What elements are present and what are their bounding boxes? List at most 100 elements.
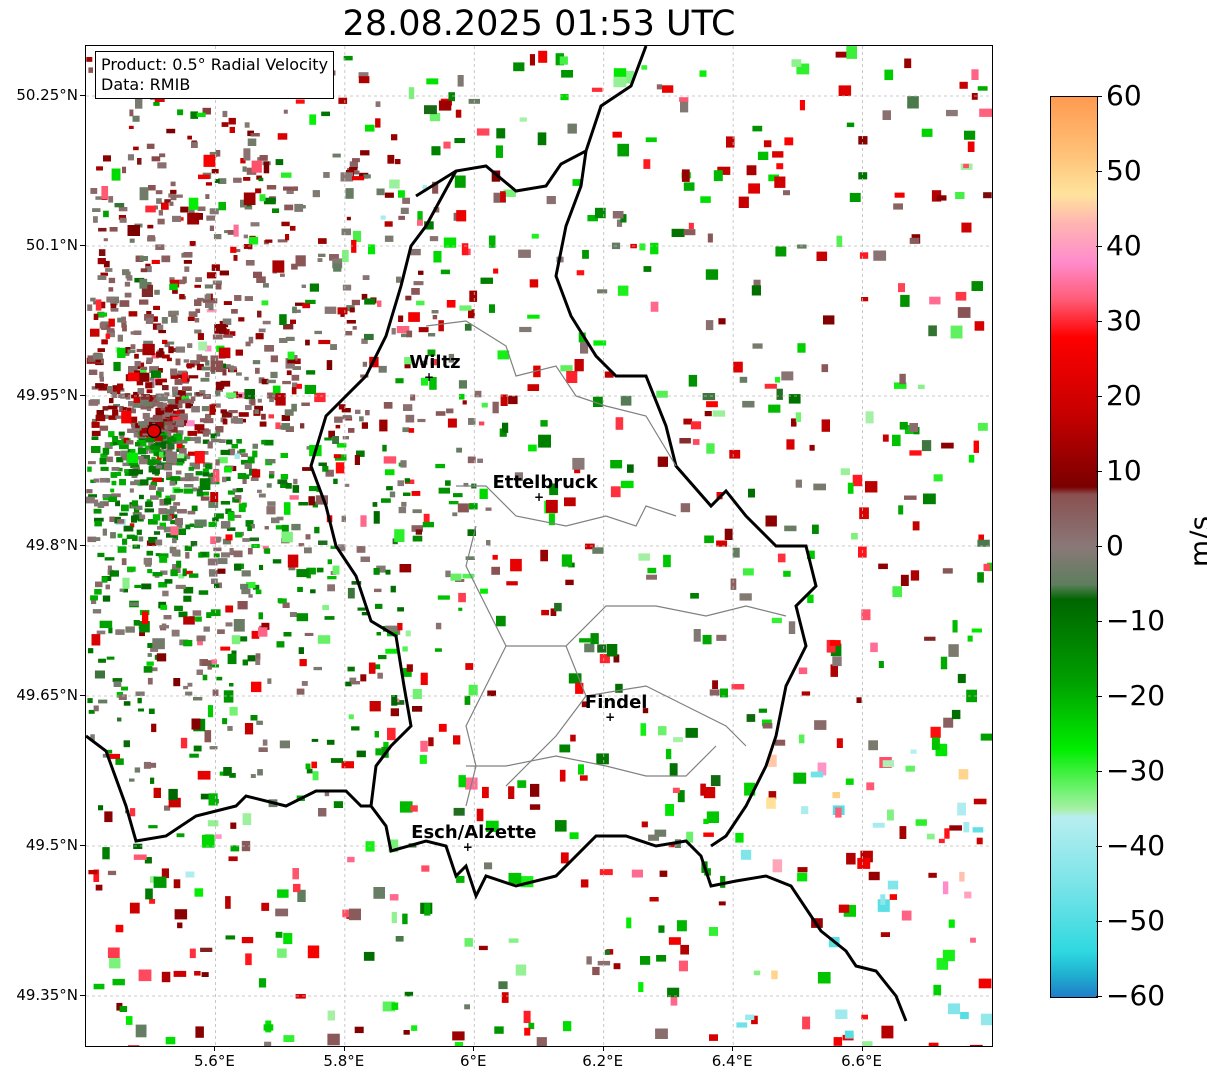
- velocity-echo: [963, 163, 969, 169]
- velocity-echo: [197, 333, 204, 340]
- map-title: 28.08.2025 01:53 UTC: [342, 4, 736, 44]
- velocity-echo: [111, 168, 121, 181]
- velocity-echo: [188, 451, 198, 456]
- velocity-echo: [139, 256, 148, 261]
- velocity-echo: [277, 133, 288, 140]
- velocity-echo: [149, 377, 154, 381]
- lon-tick-label: 6°E: [460, 1052, 487, 1070]
- velocity-echo: [225, 896, 231, 909]
- velocity-echo: [928, 325, 937, 337]
- velocity-echo: [202, 431, 209, 437]
- velocity-echo: [324, 790, 330, 797]
- velocity-echo: [322, 605, 329, 611]
- velocity-echo: [541, 609, 549, 616]
- velocity-echo: [194, 299, 202, 306]
- velocity-echo: [192, 463, 200, 470]
- velocity-echo: [206, 612, 212, 618]
- velocity-echo: [161, 868, 169, 879]
- velocity-echo: [408, 87, 415, 100]
- velocity-echo: [202, 439, 210, 444]
- velocity-echo: [183, 685, 189, 690]
- velocity-echo: [928, 872, 937, 878]
- velocity-echo: [135, 456, 144, 460]
- velocity-echo: [278, 598, 287, 604]
- velocity-echo: [438, 100, 452, 111]
- velocity-echo: [978, 978, 992, 989]
- lat-tick-label: 50.25°N: [16, 86, 78, 104]
- velocity-echo: [445, 480, 451, 486]
- velocity-echo: [88, 870, 98, 875]
- velocity-echo: [342, 284, 352, 291]
- velocity-echo: [798, 734, 805, 744]
- velocity-echo: [171, 410, 179, 414]
- city-label[interactable]: Ettelbruck: [492, 472, 598, 493]
- velocity-echo: [480, 588, 488, 594]
- radar-map[interactable]: Wiltz + Ettelbruck + Findel + Esch/Alzette +: [85, 45, 993, 1047]
- velocity-echo: [889, 894, 897, 900]
- velocity-echo: [322, 465, 329, 472]
- velocity-echo: [147, 236, 156, 242]
- velocity-echo: [241, 840, 251, 852]
- velocity-echo: [238, 317, 245, 322]
- velocity-echo: [194, 436, 201, 444]
- velocity-echo: [153, 205, 158, 210]
- velocity-echo: [887, 880, 899, 890]
- velocity-echo: [102, 406, 109, 411]
- lat-tick-label: 49.35°N: [16, 986, 78, 1004]
- colorbar-tick-label: −20: [1106, 679, 1166, 712]
- velocity-echo: [92, 353, 103, 360]
- velocity-echo: [238, 412, 249, 417]
- velocity-echo: [203, 154, 216, 167]
- lon-tick-mark: [473, 1046, 475, 1051]
- velocity-echo: [302, 303, 311, 309]
- velocity-echo: [194, 451, 205, 464]
- velocity-echo: [115, 415, 126, 419]
- product-label: Product: 0.5° Radial Velocity: [101, 55, 329, 74]
- velocity-echo: [229, 683, 234, 687]
- velocity-echo: [240, 583, 249, 590]
- velocity-echo: [107, 565, 112, 571]
- velocity-echo: [585, 543, 595, 550]
- velocity-echo: [184, 453, 191, 460]
- velocity-echo: [776, 388, 783, 400]
- velocity-echo: [189, 573, 199, 578]
- velocity-echo: [375, 748, 382, 756]
- velocity-echo: [180, 390, 186, 397]
- velocity-echo: [225, 935, 236, 940]
- velocity-echo: [170, 195, 177, 201]
- velocity-echo: [180, 477, 189, 482]
- velocity-echo: [196, 354, 203, 361]
- velocity-echo: [802, 1016, 811, 1030]
- velocity-echo: [882, 760, 895, 768]
- velocity-echo: [401, 501, 407, 507]
- city-label[interactable]: Findel: [585, 692, 648, 713]
- velocity-echo: [266, 459, 276, 464]
- velocity-echo: [207, 298, 218, 304]
- velocity-echo: [129, 523, 135, 528]
- velocity-echo: [99, 457, 107, 465]
- velocity-echo: [174, 909, 188, 920]
- velocity-echo: [329, 254, 339, 261]
- velocity-echo: [980, 1013, 992, 1026]
- velocity-echo: [252, 360, 261, 365]
- velocity-echo: [718, 901, 726, 906]
- velocity-echo: [227, 511, 235, 521]
- velocity-echo: [620, 480, 634, 489]
- velocity-echo: [155, 407, 166, 415]
- velocity-echo: [146, 405, 152, 412]
- velocity-echo: [549, 483, 559, 496]
- velocity-echo: [133, 391, 139, 396]
- velocity-echo: [291, 387, 297, 395]
- city-label[interactable]: Wiltz: [409, 352, 460, 373]
- velocity-echo: [228, 448, 236, 456]
- velocity-echo: [228, 410, 238, 414]
- velocity-echo: [431, 146, 441, 156]
- velocity-echo: [122, 269, 130, 276]
- velocity-echo: [165, 406, 172, 413]
- city-label[interactable]: Esch/Alzette: [411, 822, 536, 843]
- velocity-echo: [584, 643, 595, 653]
- velocity-echo: [297, 586, 303, 592]
- velocity-echo: [104, 557, 115, 561]
- velocity-echo: [186, 570, 193, 575]
- radar-site-marker[interactable]: [146, 423, 162, 439]
